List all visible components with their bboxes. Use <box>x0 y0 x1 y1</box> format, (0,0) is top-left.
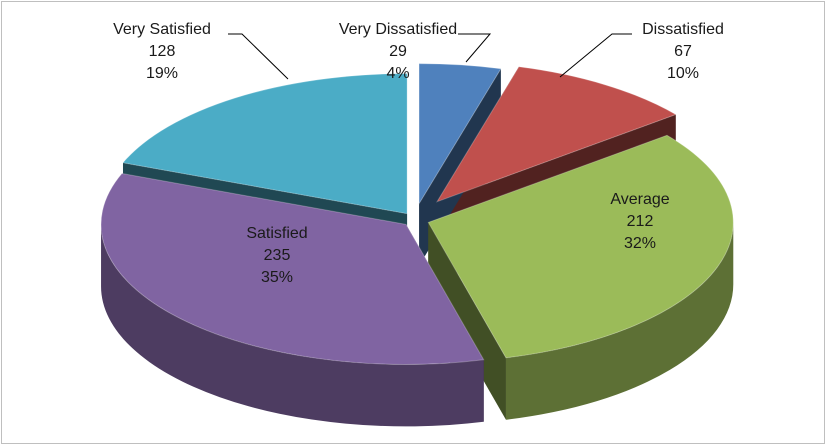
pie-top-faces <box>100 63 734 365</box>
data-label: Very Satisfied 128 19% <box>113 21 211 82</box>
data-label: Average 212 32% <box>610 191 669 252</box>
label-percent: 10% <box>667 65 699 82</box>
label-category: Very Dissatisfied <box>339 21 457 38</box>
label-percent: 32% <box>624 235 656 252</box>
label-value: 67 <box>674 43 692 60</box>
leader-line <box>559 33 632 78</box>
data-label: Dissatisfied 67 10% <box>642 21 724 82</box>
pie-slice-edge <box>505 222 734 420</box>
label-percent: 19% <box>146 65 178 82</box>
pie-slice-dissatisfied <box>435 66 677 203</box>
data-label: Satisfied 235 35% <box>246 225 307 286</box>
label-value: 128 <box>149 43 176 60</box>
label-category: Very Satisfied <box>113 21 211 38</box>
pie-slice-very-dissatisfied <box>418 63 502 206</box>
data-label: Very Dissatisfied 29 4% <box>339 21 457 82</box>
label-value: 235 <box>264 247 291 264</box>
leader-line <box>458 33 492 63</box>
pie-slice-satisfied <box>100 172 485 365</box>
label-percent: 4% <box>386 65 409 82</box>
label-category: Average <box>610 191 669 208</box>
label-value: 212 <box>627 213 654 230</box>
data-labels: Very Dissatisfied 29 4% Dissatisfied 67 10% Ve… <box>113 21 724 286</box>
label-value: 29 <box>389 43 407 60</box>
pie-slice-wall <box>428 222 506 420</box>
leader-line <box>228 33 289 80</box>
label-category: Satisfied <box>246 225 307 242</box>
pie-slice-average <box>427 134 734 359</box>
label-percent: 35% <box>261 269 293 286</box>
pie-slice-edge <box>101 224 484 427</box>
pie-slice-very-satisfied <box>122 73 408 215</box>
label-category: Dissatisfied <box>642 21 724 38</box>
